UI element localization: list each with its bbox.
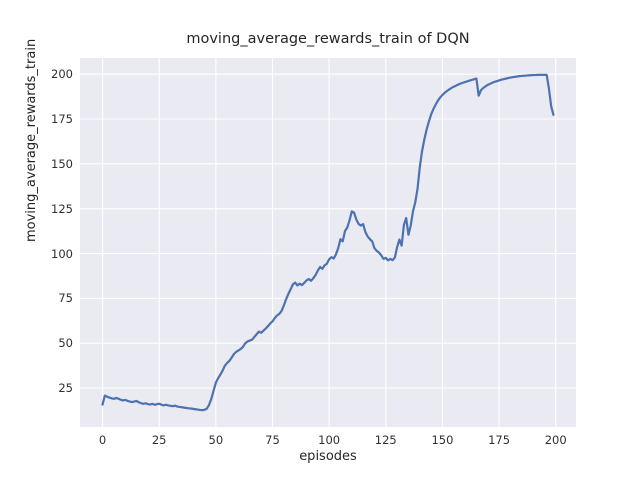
plot-area — [80, 58, 576, 427]
x-tick-label: 150 — [431, 433, 454, 447]
x-tick-label: 175 — [488, 433, 511, 447]
y-tick-label: 50 — [58, 336, 73, 351]
x-tick-label: 25 — [151, 433, 167, 447]
y-tick-label: 125 — [51, 201, 73, 216]
x-axis-label: episodes — [299, 449, 357, 464]
y-tick-label: 200 — [51, 67, 73, 82]
chart-canvas — [80, 58, 576, 427]
x-tick-label: 50 — [208, 433, 224, 447]
y-tick-label: 175 — [51, 111, 73, 126]
x-tick-label: 125 — [374, 433, 397, 447]
y-tick-label: 150 — [51, 156, 73, 171]
x-tick-label: 75 — [265, 433, 280, 447]
y-tick-label: 100 — [51, 246, 73, 261]
x-tick-label: 100 — [318, 433, 341, 447]
x-tick-label: 200 — [544, 433, 567, 447]
data-line — [101, 73, 555, 412]
y-tick-label: 75 — [58, 291, 73, 306]
chart-title: moving_average_rewards_train of DQN — [186, 31, 470, 47]
y-tick-label: 25 — [58, 381, 73, 396]
x-tick-label: 0 — [98, 433, 107, 447]
